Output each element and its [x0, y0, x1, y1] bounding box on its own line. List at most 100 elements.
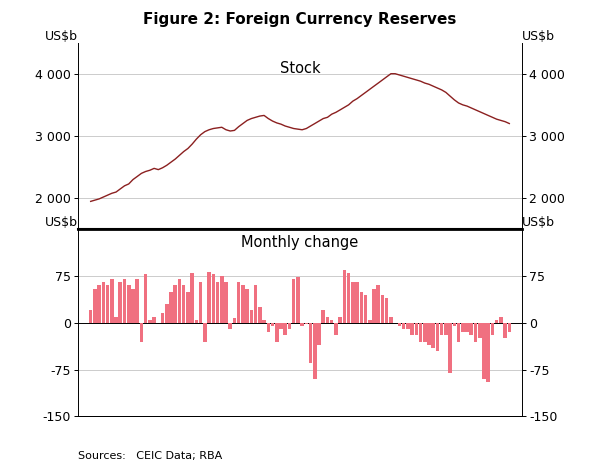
Bar [491, 323, 494, 335]
Bar [398, 323, 401, 326]
Bar [389, 316, 393, 323]
Bar [123, 279, 127, 323]
Bar [334, 323, 338, 335]
Bar [245, 289, 249, 323]
Bar [271, 323, 274, 326]
Bar [262, 320, 266, 323]
Bar [448, 323, 452, 373]
Bar [190, 273, 194, 323]
Bar [250, 310, 253, 323]
Text: Stock: Stock [280, 61, 320, 76]
Bar [482, 323, 486, 379]
Text: US$b: US$b [522, 217, 555, 229]
Bar [326, 316, 329, 323]
Bar [343, 270, 346, 323]
Bar [402, 323, 406, 329]
Bar [478, 323, 482, 338]
Bar [97, 285, 101, 323]
Bar [457, 323, 460, 342]
Bar [338, 316, 342, 323]
Bar [114, 316, 118, 323]
Bar [301, 323, 304, 326]
Bar [161, 314, 164, 323]
Bar [415, 323, 418, 335]
Bar [313, 323, 317, 379]
Bar [178, 279, 181, 323]
Bar [127, 285, 131, 323]
Bar [487, 323, 490, 382]
Bar [106, 285, 109, 323]
Bar [495, 320, 499, 323]
Text: Monthly change: Monthly change [241, 235, 359, 250]
Bar [364, 295, 367, 323]
Bar [436, 323, 439, 351]
Bar [410, 323, 414, 335]
Bar [431, 323, 435, 348]
Bar [275, 323, 278, 342]
Bar [194, 320, 198, 323]
Bar [199, 282, 202, 323]
Bar [148, 320, 152, 323]
Bar [182, 285, 185, 323]
Bar [469, 323, 473, 335]
Bar [330, 320, 334, 323]
Text: Figure 2: Foreign Currency Reserves: Figure 2: Foreign Currency Reserves [143, 12, 457, 27]
Bar [144, 274, 148, 323]
Bar [473, 323, 477, 342]
Bar [372, 289, 376, 323]
Bar [220, 276, 224, 323]
Bar [118, 282, 122, 323]
Bar [165, 304, 169, 323]
Bar [258, 307, 262, 323]
Bar [93, 289, 97, 323]
Bar [287, 323, 291, 329]
Bar [385, 298, 388, 323]
Bar [186, 292, 190, 323]
Bar [237, 282, 241, 323]
Bar [241, 285, 245, 323]
Bar [169, 292, 173, 323]
Bar [207, 272, 211, 323]
Bar [136, 279, 139, 323]
Text: US$b: US$b [45, 217, 78, 229]
Bar [110, 279, 113, 323]
Bar [376, 285, 380, 323]
Bar [406, 323, 410, 329]
Bar [427, 323, 431, 345]
Bar [351, 282, 355, 323]
Text: Sources:   CEIC Data; RBA: Sources: CEIC Data; RBA [78, 451, 222, 461]
Bar [452, 323, 456, 326]
Bar [296, 277, 299, 323]
Bar [461, 323, 464, 332]
Bar [423, 323, 427, 342]
Text: US$b: US$b [522, 30, 555, 43]
Bar [212, 274, 215, 323]
Bar [254, 285, 257, 323]
Bar [317, 323, 321, 345]
Bar [322, 310, 325, 323]
Bar [203, 323, 206, 342]
Bar [499, 316, 503, 323]
Bar [465, 323, 469, 332]
Bar [355, 282, 359, 323]
Bar [152, 316, 156, 323]
Bar [292, 279, 295, 323]
Bar [229, 323, 232, 329]
Bar [173, 285, 177, 323]
Bar [305, 323, 308, 324]
Bar [380, 295, 384, 323]
Bar [140, 323, 143, 342]
Bar [503, 323, 507, 338]
Bar [419, 323, 422, 342]
Bar [508, 323, 511, 332]
Bar [266, 323, 270, 332]
Bar [283, 323, 287, 335]
Bar [359, 292, 363, 323]
Bar [224, 282, 228, 323]
Bar [89, 310, 92, 323]
Bar [444, 323, 448, 335]
Bar [309, 323, 313, 363]
Bar [233, 318, 236, 323]
Bar [279, 323, 283, 329]
Bar [216, 282, 220, 323]
